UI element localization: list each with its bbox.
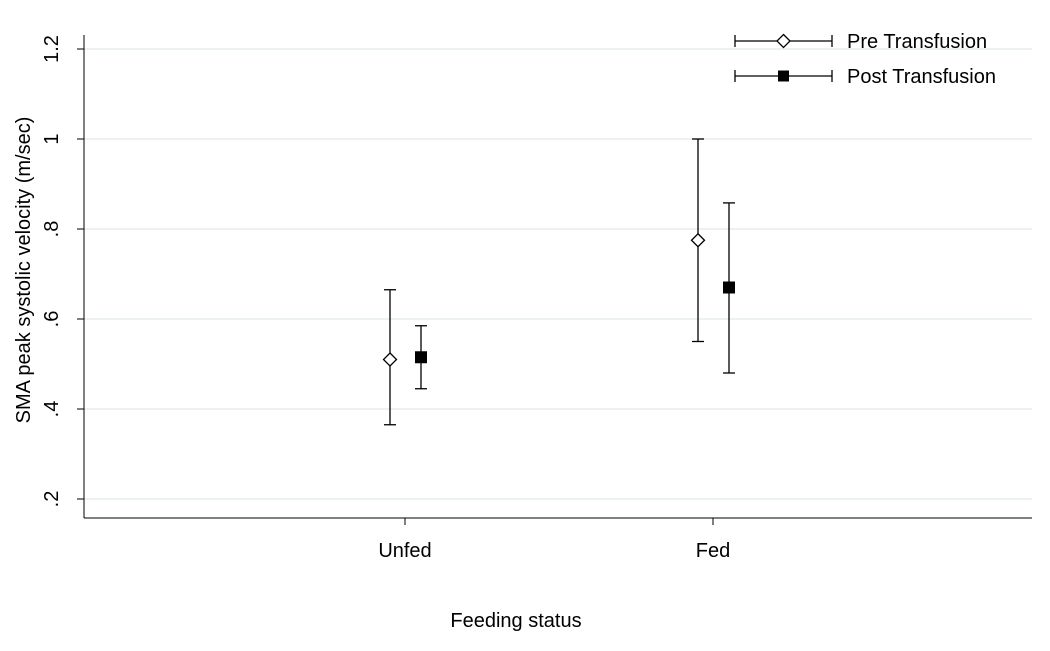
data-point-pre <box>690 232 706 248</box>
y-tick-label: .6 <box>41 311 63 328</box>
legend-label: Pre Transfusion <box>847 31 987 53</box>
y-axis-label: SMA peak systolic velocity (m/sec) <box>13 117 35 424</box>
y-tick-label: 1.2 <box>41 35 63 63</box>
data-point-post <box>415 351 427 364</box>
data-point-post <box>723 281 735 294</box>
data-marks <box>382 138 735 426</box>
y-ticks: .2 .4 .6 .8 1 1.2 <box>41 35 84 507</box>
axes <box>83 35 1032 519</box>
y-tick-label: .4 <box>41 401 63 418</box>
y-tick-label: .2 <box>41 491 63 508</box>
legend-label: Post Transfusion <box>847 66 996 88</box>
legend-marker-post <box>778 70 789 82</box>
legend-marker-pre <box>776 33 791 49</box>
y-tick-label: 1 <box>41 133 63 144</box>
x-axis-label: Feeding status <box>450 610 581 632</box>
data-point-pre <box>382 352 398 367</box>
legend: Pre Transfusion Post Transfusion <box>734 31 996 88</box>
x-ticks: Unfed Fed <box>378 518 730 562</box>
gridlines <box>84 48 1032 500</box>
x-tick-label: Fed <box>696 540 730 562</box>
y-tick-label: .8 <box>41 221 63 238</box>
x-tick-label: Unfed <box>378 540 431 562</box>
